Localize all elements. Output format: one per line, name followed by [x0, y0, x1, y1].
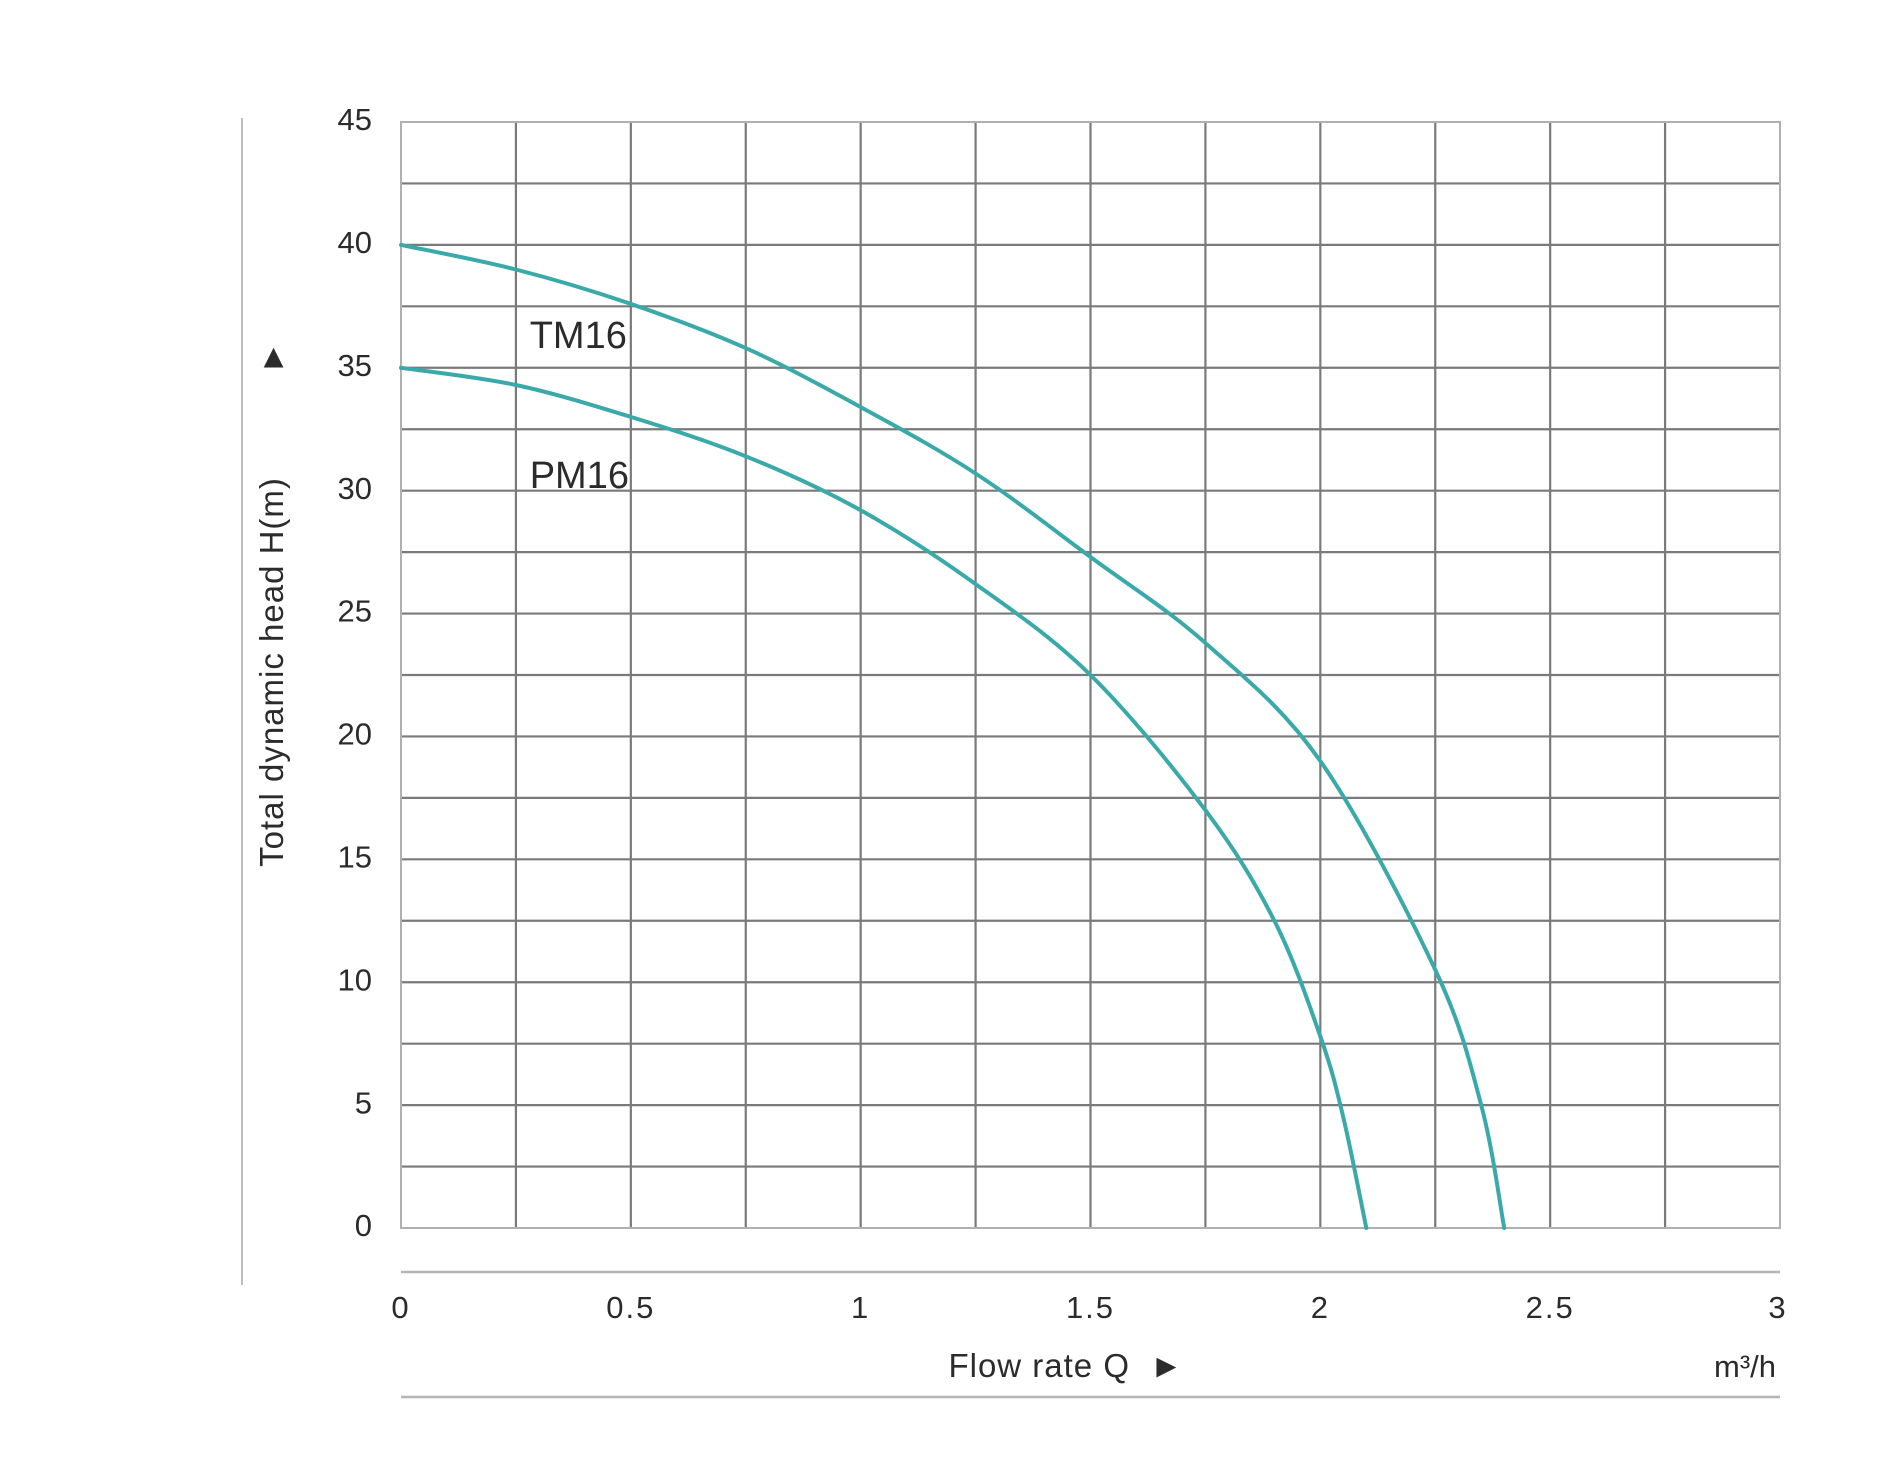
- x-axis-arrow: ►: [1150, 1347, 1184, 1384]
- x-tick-label: 3: [1768, 1290, 1787, 1325]
- y-axis-arrow: ►: [253, 340, 290, 374]
- x-tick-label: 1.5: [1066, 1290, 1115, 1325]
- y-tick-label: 10: [338, 962, 372, 997]
- x-tick-label: 2: [1311, 1290, 1330, 1325]
- y-tick-label: 35: [338, 348, 372, 383]
- y-tick-labels: 0 5 10 15 20 25 30 35 40 45: [338, 102, 372, 1243]
- series-line-pm16: [399, 365, 1369, 1230]
- x-tick-label: 0.5: [606, 1290, 655, 1325]
- series-labels: TM16 PM16: [530, 315, 629, 497]
- y-tick-label: 5: [355, 1085, 372, 1120]
- y-tick-label: 45: [338, 102, 372, 137]
- series-label-pm16: PM16: [530, 455, 629, 497]
- y-tick-label: 15: [338, 840, 372, 875]
- y-tick-label: 0: [355, 1208, 372, 1243]
- x-axis-unit: m³/h: [1714, 1349, 1776, 1384]
- series-lines: [399, 242, 1507, 1230]
- x-tick-labels: 0 0.5 1 1.5 2 2.5 3: [391, 1290, 1787, 1325]
- y-axis-title: Total dynamic head H(m): [253, 477, 290, 867]
- y-tick-label: 20: [338, 717, 372, 752]
- plot-area-border: [400, 121, 1781, 1229]
- y-tick-label: 40: [338, 225, 372, 260]
- x-tick-label: 0: [391, 1290, 410, 1325]
- x-axis-title: Flow rate Q: [948, 1347, 1130, 1384]
- x-tick-label: 2.5: [1526, 1290, 1575, 1325]
- x-tick-label: 1: [851, 1290, 870, 1325]
- series-label-tm16: TM16: [530, 315, 627, 357]
- series-line-tm16: [399, 242, 1507, 1230]
- chart-grid: [401, 122, 1780, 1228]
- y-tick-label: 30: [338, 471, 372, 506]
- y-tick-label: 25: [338, 594, 372, 629]
